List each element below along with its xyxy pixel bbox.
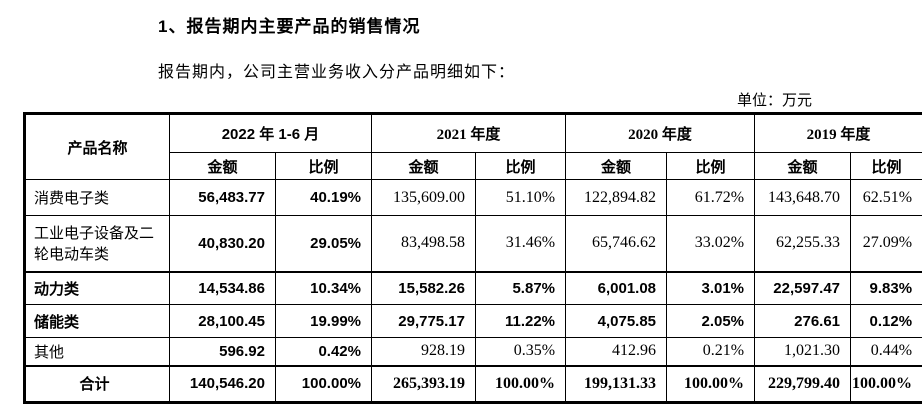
ratio-cell: 61.72%	[666, 179, 756, 216]
ratio-cell: 27.09%	[850, 215, 922, 272]
header-amount-2021: 金额	[371, 152, 476, 180]
amount-cell: 143,648.70	[754, 179, 852, 216]
ratio-cell: 9.83%	[850, 270, 922, 305]
ratio-cell: 51.10%	[474, 179, 567, 216]
amount-cell: 65,746.62	[565, 215, 668, 272]
ratio-cell: 0.35%	[474, 337, 567, 366]
ratio-cell: 11.22%	[474, 304, 567, 338]
amount-cell: 83,498.58	[371, 215, 476, 272]
row-name-cell: 消费电子类	[24, 179, 170, 216]
amount-cell: 56,483.77	[169, 179, 276, 216]
row-name-cell: 动力类	[24, 270, 170, 305]
header-period-2020: 2020 年度	[565, 113, 756, 153]
amount-cell: 14,534.86	[169, 270, 276, 305]
header-amount-2019: 金额	[754, 152, 852, 180]
header-ratio-2021: 比例	[474, 152, 567, 180]
amount-cell: 265,393.19	[371, 364, 476, 403]
amount-cell: 412.96	[565, 337, 668, 366]
table-row-other: 其他 596.92 0.42% 928.19 0.35% 412.96 0.21…	[24, 337, 922, 366]
ratio-cell: 40.19%	[275, 179, 372, 216]
header-product-name: 产品名称	[24, 113, 170, 180]
ratio-cell: 100.00%	[850, 364, 922, 403]
ratio-cell: 2.05%	[666, 304, 756, 338]
amount-cell: 276.61	[754, 304, 852, 338]
amount-cell: 28,100.45	[169, 304, 276, 338]
product-sales-table: 产品名称 2022 年 1-6 月 2021 年度 2020 年度 2019 年…	[23, 112, 922, 404]
table-row-total: 合计 140,546.20 100.00% 265,393.19 100.00%…	[24, 364, 922, 403]
header-amount-2020: 金额	[565, 152, 668, 180]
ratio-cell: 100.00%	[474, 364, 567, 403]
amount-cell: 140,546.20	[169, 364, 276, 403]
ratio-cell: 33.02%	[666, 215, 756, 272]
amount-cell: 1,021.30	[754, 337, 852, 366]
header-ratio-2022: 比例	[275, 152, 372, 180]
header-period-2021: 2021 年度	[370, 113, 567, 153]
ratio-cell: 100.00%	[275, 364, 372, 403]
amount-cell: 40,830.20	[169, 215, 276, 272]
amount-cell: 6,001.08	[565, 270, 668, 305]
header-row-periods: 产品名称 2022 年 1-6 月 2021 年度 2020 年度 2019 年…	[24, 113, 922, 180]
amount-cell: 22,597.47	[754, 270, 852, 305]
unit-label: 单位：万元	[736, 93, 812, 109]
header-ratio-2019: 比例	[850, 152, 922, 180]
table-row-consumer-electronics: 消费电子类 56,483.77 40.19% 135,609.00 51.10%…	[24, 179, 922, 216]
table-row-power: 动力类 14,534.86 10.34% 15,582.26 5.87% 6,0…	[24, 270, 922, 305]
header-period-2019: 2019 年度	[754, 113, 922, 153]
row-name-cell: 其他	[24, 337, 170, 366]
header-row-subheaders: 金额 比例 金额 比例 金额 比例 金额 比例	[25, 152, 922, 180]
header-ratio-2020: 比例	[666, 152, 756, 180]
amount-cell: 199,131.33	[565, 364, 668, 403]
table-row-energy-storage: 储能类 28,100.45 19.99% 29,775.17 11.22% 4,…	[24, 304, 922, 338]
amount-cell: 15,582.26	[371, 270, 476, 305]
ratio-cell: 0.42%	[275, 337, 372, 366]
ratio-cell: 0.12%	[850, 304, 922, 338]
amount-cell: 62,255.33	[754, 215, 852, 272]
ratio-cell: 62.51%	[850, 179, 922, 216]
row-name-cell: 储能类	[24, 304, 170, 338]
amount-cell: 928.19	[371, 337, 476, 366]
ratio-cell: 31.46%	[474, 215, 567, 272]
header-period-2022: 2022 年 1-6 月	[169, 113, 372, 153]
ratio-cell: 100.00%	[666, 364, 756, 403]
row-name-cell: 合计	[24, 364, 170, 403]
amount-cell: 229,799.40	[754, 364, 852, 403]
intro-text: 报告期内，公司主营业务收入分产品明细如下：	[158, 64, 516, 81]
page-title: 1、报告期内主要产品的销售情况	[158, 17, 421, 36]
amount-cell: 596.92	[169, 337, 276, 366]
amount-cell: 135,609.00	[371, 179, 476, 216]
amount-cell: 29,775.17	[371, 304, 476, 338]
ratio-cell: 29.05%	[275, 215, 372, 272]
ratio-cell: 0.21%	[666, 337, 756, 366]
header-amount-2022: 金额	[169, 152, 276, 180]
ratio-cell: 3.01%	[666, 270, 756, 305]
amount-cell: 4,075.85	[565, 304, 668, 338]
ratio-cell: 10.34%	[275, 270, 372, 305]
amount-cell: 122,894.82	[565, 179, 668, 216]
ratio-cell: 5.87%	[474, 270, 567, 305]
ratio-cell: 0.44%	[850, 337, 922, 366]
row-name-cell: 工业电子设备及二轮电动车类	[24, 215, 170, 272]
table-row-industrial-electronics: 工业电子设备及二轮电动车类 40,830.20 29.05% 83,498.58…	[24, 215, 922, 272]
ratio-cell: 19.99%	[275, 304, 372, 338]
